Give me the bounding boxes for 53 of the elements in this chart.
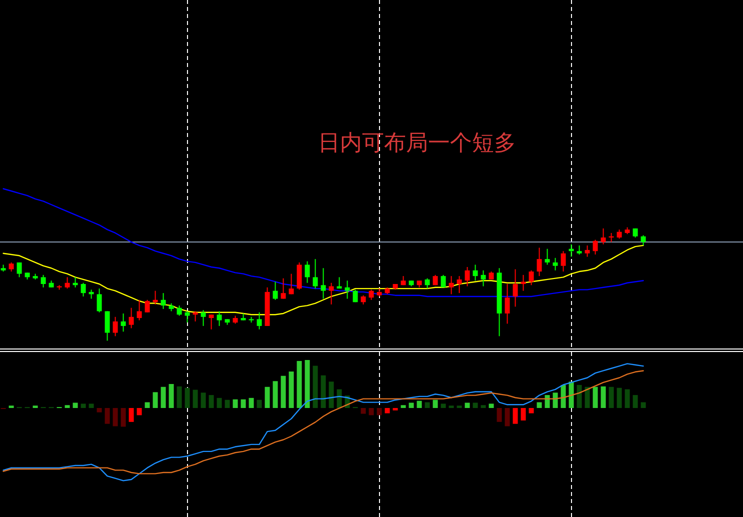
candlestick: [104, 310, 110, 342]
candlestick: [592, 239, 598, 256]
candlestick: [424, 278, 430, 290]
text: 日内可布局一个短多: [318, 131, 516, 156]
candlestick: [352, 289, 358, 303]
candlestick: [280, 278, 286, 300]
candlestick: [536, 247, 542, 277]
candlestick: [216, 310, 222, 326]
candlestick: [480, 270, 486, 287]
candlestick: [440, 274, 446, 288]
candlestick: [464, 266, 470, 287]
candlestick: [512, 268, 518, 308]
candlestick: [8, 262, 14, 272]
candlestick: [344, 280, 350, 300]
candlestick: [320, 268, 326, 300]
candlestick: [456, 276, 462, 294]
candlestick: [136, 299, 142, 321]
candlestick: [272, 281, 278, 300]
candlestick: [328, 282, 334, 305]
candlestick: [360, 294, 366, 305]
candlestick: [576, 244, 582, 256]
candlestick: [552, 257, 558, 271]
candlestick: [600, 228, 606, 245]
candlestick: [448, 276, 454, 295]
candlestick: [504, 284, 510, 324]
candlestick: [208, 314, 214, 330]
candlestick: [160, 292, 166, 310]
candlestick: [520, 274, 526, 292]
candlestick: [312, 258, 318, 290]
candlestick: [80, 282, 86, 297]
candlestick: [184, 310, 190, 324]
candlestick: [120, 312, 126, 332]
candlestick: [640, 234, 646, 246]
candlestick: [560, 250, 566, 272]
candlestick: [112, 316, 118, 337]
candlestick: [288, 273, 294, 295]
candlestick: [368, 289, 374, 300]
candlestick: [16, 262, 22, 278]
candlestick: [256, 312, 262, 330]
candlestick: [584, 244, 590, 258]
candlestick: [96, 288, 102, 313]
candlestick: [616, 229, 622, 240]
candlestick: [296, 262, 302, 290]
candlestick: [544, 248, 550, 266]
candlestick: [64, 276, 70, 290]
candlestick: [200, 310, 206, 326]
candlestick: [40, 274, 46, 288]
candlestick: [128, 307, 134, 329]
candlestick: [528, 270, 534, 286]
candlestick: [144, 299, 150, 313]
candlestick: [176, 305, 182, 316]
candlestick: [472, 264, 478, 282]
candlestick: [304, 260, 310, 284]
